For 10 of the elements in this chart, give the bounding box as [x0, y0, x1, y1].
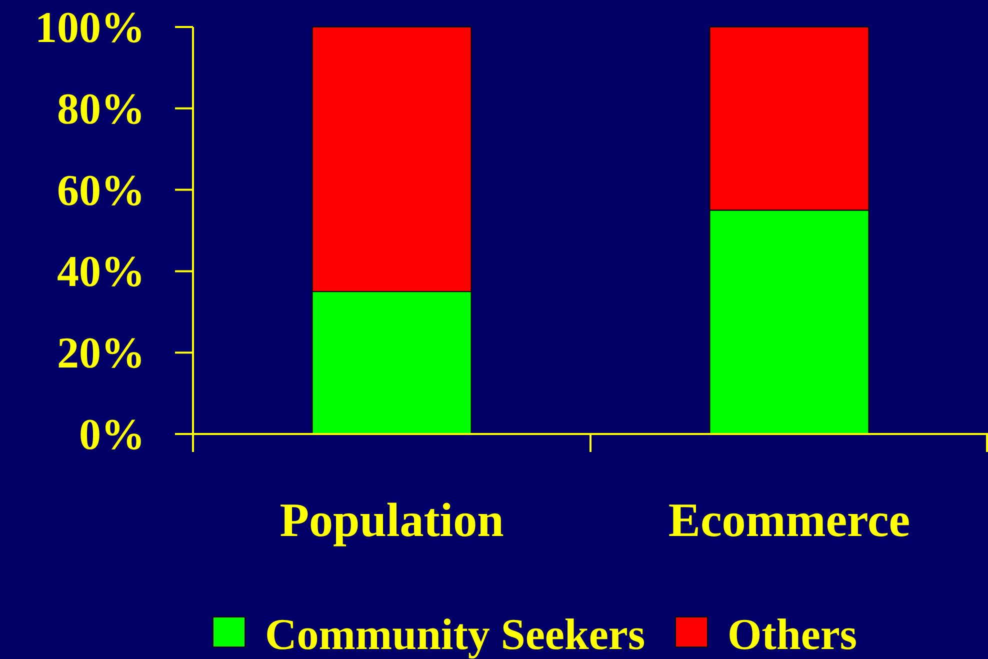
legend-label: Others: [728, 610, 858, 659]
y-tick-label: 100%: [35, 3, 145, 52]
legend-label: Community Seekers: [265, 610, 646, 659]
x-tick-label: Ecommerce: [668, 494, 910, 547]
x-tick-label: Population: [280, 494, 504, 547]
y-tick-label: 60%: [57, 166, 145, 215]
y-tick-label: 40%: [57, 247, 145, 296]
y-tick-label: 80%: [57, 84, 145, 134]
y-tick-label: 20%: [57, 328, 145, 378]
y-tick-label: 0%: [79, 410, 145, 459]
